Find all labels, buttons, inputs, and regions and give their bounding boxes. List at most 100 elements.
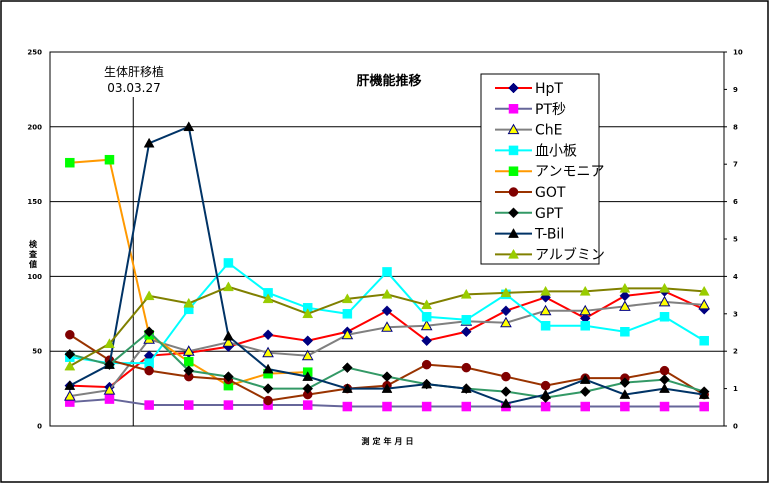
y-tick-label: 150 [27, 198, 42, 206]
y2-tick-label: 6 [733, 198, 738, 206]
data-point [620, 327, 630, 337]
data-point [421, 359, 432, 370]
data-point [421, 312, 432, 322]
data-point [104, 394, 115, 404]
data-point [302, 335, 314, 347]
data-point [540, 321, 551, 331]
data-point [381, 371, 393, 382]
x-axis-label: 測定年月日 [362, 436, 417, 446]
data-point [104, 359, 115, 369]
data-point [341, 383, 353, 393]
data-point [500, 316, 512, 328]
y-tick-label: 200 [27, 123, 42, 131]
y-axis-ticks: 0 50 100 150 200 250 [27, 49, 42, 431]
data-point [699, 335, 709, 346]
data-point [262, 363, 274, 374]
y-tick-label: 250 [27, 49, 42, 57]
y2-tick-label: 4 [733, 273, 738, 281]
data-point [144, 400, 154, 410]
legend-label: 血小板 [535, 143, 577, 159]
data-point [223, 400, 234, 410]
data-point [500, 305, 512, 317]
data-point [421, 335, 433, 347]
legend-item: T-Bil [495, 227, 564, 243]
data-point [184, 356, 194, 367]
y2-tick-label: 9 [733, 86, 738, 94]
data-point [659, 383, 670, 393]
legend-item: HpT [495, 81, 563, 97]
data-point [460, 383, 472, 393]
data-point [619, 282, 631, 293]
data-point [579, 304, 592, 316]
data-point [620, 401, 630, 412]
series-アルブミン [64, 281, 710, 371]
y-tick-label: 100 [27, 273, 42, 281]
y2-tick-label: 5 [733, 236, 738, 244]
data-point [421, 378, 433, 389]
data-point [183, 297, 195, 308]
data-point [421, 401, 432, 412]
data-point [420, 319, 433, 331]
data-point [103, 384, 116, 395]
data-point [382, 267, 392, 277]
data-point [182, 345, 195, 356]
legend-marker [508, 228, 519, 238]
data-point [500, 398, 512, 408]
data-point [579, 386, 591, 397]
data-point [342, 309, 353, 319]
y2-tick-label: 10 [733, 49, 743, 57]
data-point [184, 400, 194, 410]
data-point [619, 300, 631, 311]
legend-item: アンモニア [495, 164, 604, 180]
data-point [500, 287, 512, 298]
legend-label: T-Bil [534, 227, 564, 243]
data-point [699, 401, 709, 412]
y2-tick-label: 8 [733, 123, 738, 131]
data-point [263, 395, 273, 406]
data-point [540, 285, 552, 296]
data-point [540, 380, 551, 391]
data-point [381, 383, 393, 393]
legend-item: ChE [495, 123, 563, 139]
data-point [64, 380, 76, 390]
data-point [143, 137, 155, 148]
data-point [302, 383, 314, 394]
data-point [65, 157, 75, 168]
data-point [381, 288, 393, 299]
data-point [183, 121, 195, 132]
legend-label: GOT [535, 185, 566, 201]
data-point [222, 336, 235, 347]
data-point [579, 285, 591, 296]
y2-tick-label: 3 [733, 310, 738, 318]
data-point [382, 401, 392, 412]
data-point [580, 321, 590, 331]
legend-label: アルブミン [535, 246, 605, 263]
data-point [342, 401, 353, 412]
data-point [461, 401, 472, 412]
data-point [301, 349, 314, 361]
data-point [579, 374, 591, 384]
legend-label: PT秒 [535, 102, 566, 118]
data-point [460, 288, 472, 299]
legend-marker [508, 104, 519, 114]
data-point [302, 371, 314, 381]
legend-label: ChE [535, 123, 563, 139]
data-point [698, 285, 710, 296]
data-point [539, 304, 552, 316]
y-tick-label: 0 [37, 423, 42, 431]
data-point [461, 315, 472, 325]
data-point [501, 371, 511, 382]
legend-marker [508, 145, 519, 156]
data-point [104, 338, 115, 348]
legend-marker [508, 248, 519, 259]
legend-item: アルブミン [495, 246, 605, 263]
y-tick-label: 50 [32, 348, 42, 356]
data-point [658, 295, 671, 307]
data-point [302, 308, 314, 319]
legend-label: GPT [535, 206, 563, 222]
legend-box [480, 73, 600, 265]
data-point [223, 258, 234, 268]
data-point [143, 326, 155, 338]
